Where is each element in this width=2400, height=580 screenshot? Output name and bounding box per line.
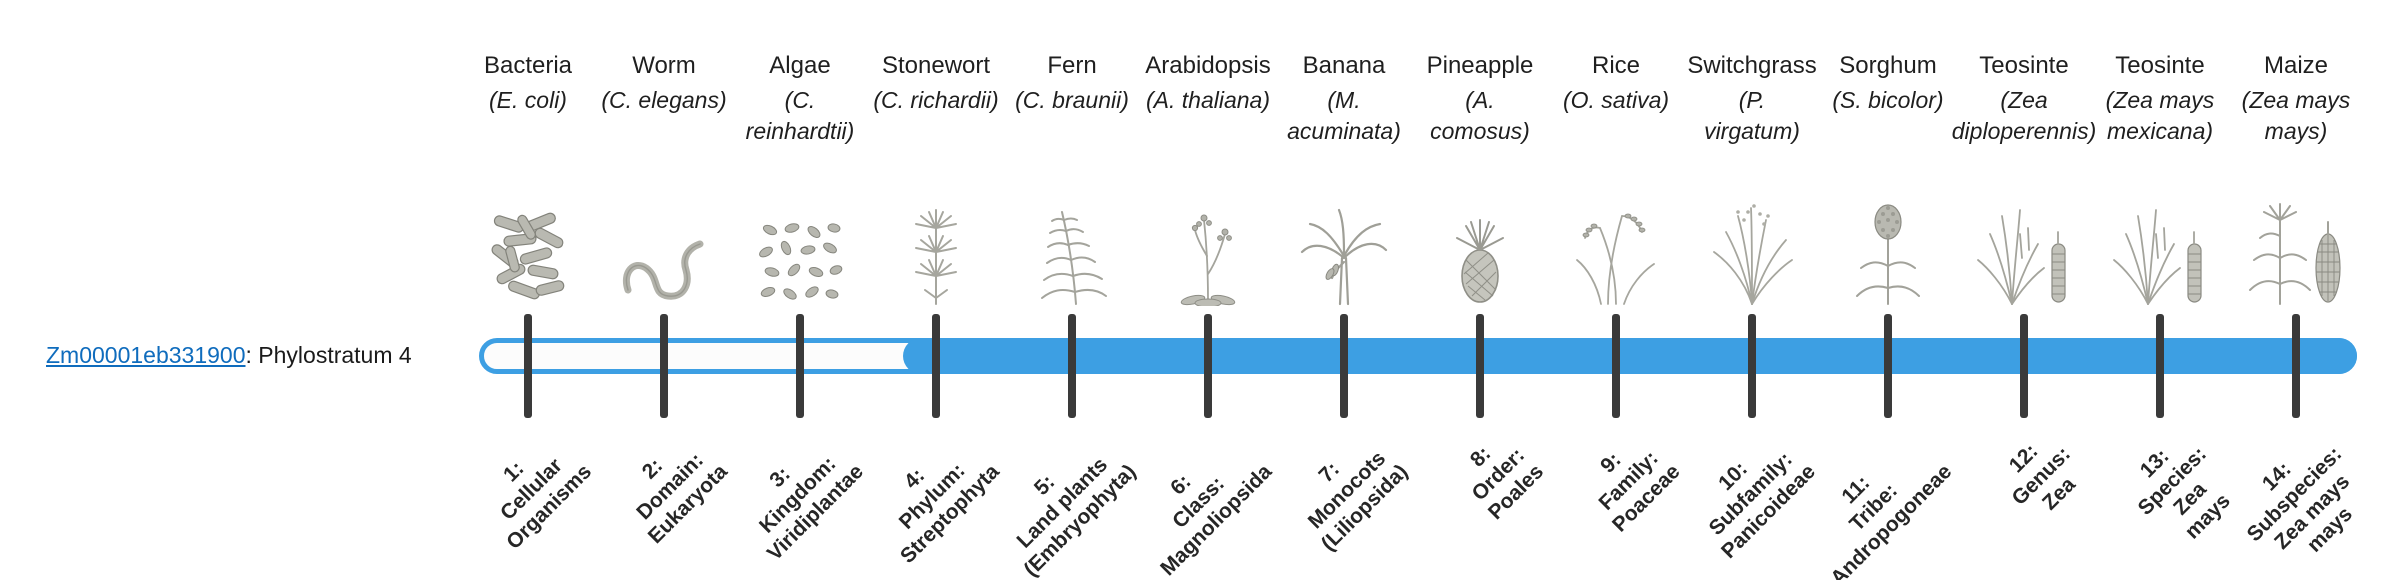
organism-column: Teosinte (Zea diploperennis) bbox=[1951, 52, 2097, 306]
phylostratum-label: 11: Tribe: Andropogoneae bbox=[1826, 460, 1957, 580]
phylostratum-tick bbox=[2292, 314, 2300, 418]
phylostratum-tick bbox=[1068, 314, 1076, 418]
phylostratum-bar-fill bbox=[903, 338, 2357, 374]
organism-common-name: Rice bbox=[1591, 52, 1640, 79]
organism-column: Worm (C. elegans) bbox=[594, 52, 734, 306]
organism-column: Maize (Zea mays mays) bbox=[2226, 52, 2366, 306]
organism-common-name: Banana bbox=[1302, 52, 1386, 79]
organism-common-name: Maize bbox=[2263, 52, 2329, 79]
organism-common-name: Teosinte bbox=[1979, 52, 2069, 79]
sorghum-icon bbox=[1843, 194, 1933, 306]
organism-common-name: Fern bbox=[1047, 52, 1097, 79]
organism-scientific-name: (C. elegans) bbox=[601, 87, 727, 113]
phylostratum-tick bbox=[1204, 314, 1212, 418]
organism-column: Bacteria (E. coli) bbox=[458, 52, 598, 306]
organism-column: Sorghum (S. bicolor) bbox=[1818, 52, 1958, 306]
organism-scientific-name: (S. bicolor) bbox=[1832, 87, 1944, 113]
organism-column: Switchgrass (P. virgatum) bbox=[1682, 52, 1822, 306]
phylostratum-label: 14: Subspecies: Zea mays mays bbox=[2242, 442, 2358, 557]
organism-column: Pineapple (A. comosus) bbox=[1410, 52, 1550, 306]
fern-icon bbox=[1026, 194, 1118, 306]
organism-column: Banana (M. acuminata) bbox=[1274, 52, 1414, 306]
organism-column: Fern (C. braunii) bbox=[1002, 52, 1142, 306]
phylostratum-label: 2: Domain: Eukaryota bbox=[632, 448, 733, 549]
phylostratum-label: 13: Species: Zea mays bbox=[2133, 442, 2235, 544]
algae-icon bbox=[756, 194, 844, 306]
organism-scientific-name: (M. acuminata) bbox=[1287, 87, 1401, 144]
phylostratum-tick bbox=[524, 314, 532, 418]
organism-scientific-name: (A. comosus) bbox=[1430, 87, 1530, 144]
phylostratum-tick bbox=[2020, 314, 2028, 418]
banana-icon bbox=[1296, 194, 1392, 306]
phylostratum-tick bbox=[932, 314, 940, 418]
phylostratum-label: 5: Land plants (Embryophyta) bbox=[1012, 453, 1141, 580]
organism-column: Rice (O. sativa) bbox=[1546, 52, 1686, 306]
teosinte-icon bbox=[1972, 194, 2076, 306]
phylostratum-tick bbox=[1340, 314, 1348, 418]
organism-scientific-name: (O. sativa) bbox=[1562, 87, 1670, 113]
phylostratum-tick bbox=[796, 314, 804, 418]
organism-scientific-name: (Zea diploperennis) bbox=[1951, 87, 2097, 144]
organism-scientific-name: (Zea mays mexicana) bbox=[2105, 87, 2215, 144]
stonewort-icon bbox=[891, 194, 981, 306]
maize-icon bbox=[2244, 194, 2348, 306]
organism-column: Stonewort (C. richardii) bbox=[866, 52, 1006, 306]
phylostratum-label: 12: Genus: Zea bbox=[2004, 439, 2080, 515]
rice-icon bbox=[1568, 194, 1664, 306]
phylostratum-tick bbox=[1748, 314, 1756, 418]
organism-scientific-name: (C. richardii) bbox=[873, 87, 999, 113]
arabidopsis-icon bbox=[1163, 194, 1253, 306]
switchgrass-icon bbox=[1704, 194, 1800, 306]
phylostratum-label: 4: Phylum: Streptophyta bbox=[895, 458, 1005, 568]
phylostratum-tick bbox=[1612, 314, 1620, 418]
phylostratum-tick bbox=[2156, 314, 2164, 418]
organism-common-name: Stonewort bbox=[881, 52, 991, 79]
organism-column: Arabidopsis (A. thaliana) bbox=[1138, 52, 1278, 306]
organism-common-name: Switchgrass bbox=[1687, 52, 1817, 79]
organism-common-name: Algae bbox=[769, 52, 831, 79]
organism-common-name: Sorghum bbox=[1839, 52, 1937, 79]
phylostratum-label: 6: Class: Magnoliopsida bbox=[1156, 460, 1277, 580]
worm-icon bbox=[618, 194, 710, 306]
phylostratum-label: 3: Kingdom: Viridiplantae bbox=[755, 452, 869, 566]
organism-common-name: Arabidopsis bbox=[1145, 52, 1271, 79]
organism-scientific-name: (E. coli) bbox=[489, 87, 567, 113]
phylostratum-tick bbox=[1884, 314, 1892, 418]
bacteria-icon bbox=[484, 194, 572, 306]
pineapple-icon bbox=[1435, 194, 1525, 306]
organism-scientific-name: (A. thaliana) bbox=[1145, 87, 1270, 113]
organism-scientific-name: (C. reinhardtii) bbox=[745, 87, 855, 144]
gene-link[interactable]: Zm00001eb331900 bbox=[46, 342, 246, 368]
organism-common-name: Bacteria bbox=[483, 52, 573, 79]
phylostratum-label: 7: Monocots (Liliopsida) bbox=[1303, 446, 1413, 556]
phylostratum-label: 9: Family: Poaceae bbox=[1594, 446, 1685, 537]
gene-annotation: : Phylostratum 4 bbox=[245, 342, 412, 368]
phylostratum-label: 8: Order: Poales bbox=[1466, 442, 1549, 525]
organism-common-name: Worm bbox=[632, 52, 696, 79]
organism-common-name: Teosinte bbox=[2115, 52, 2205, 79]
organism-column: Teosinte (Zea mays mexicana) bbox=[2090, 52, 2230, 306]
gene-label: Zm00001eb331900: Phylostratum 4 bbox=[46, 342, 412, 369]
phylostratum-tick bbox=[1476, 314, 1484, 418]
organism-common-name: Pineapple bbox=[1426, 52, 1534, 79]
organism-scientific-name: (Zea mays mays) bbox=[2241, 87, 2351, 144]
phylostratum-tick bbox=[660, 314, 668, 418]
organism-column: Algae (C. reinhardtii) bbox=[730, 52, 870, 306]
organism-scientific-name: (C. braunii) bbox=[1015, 87, 1129, 113]
organism-scientific-name: (P. virgatum) bbox=[1704, 87, 1800, 144]
phylostratum-label: 1: Cellular Organisms bbox=[496, 453, 597, 554]
teosinte-icon bbox=[2108, 194, 2212, 306]
